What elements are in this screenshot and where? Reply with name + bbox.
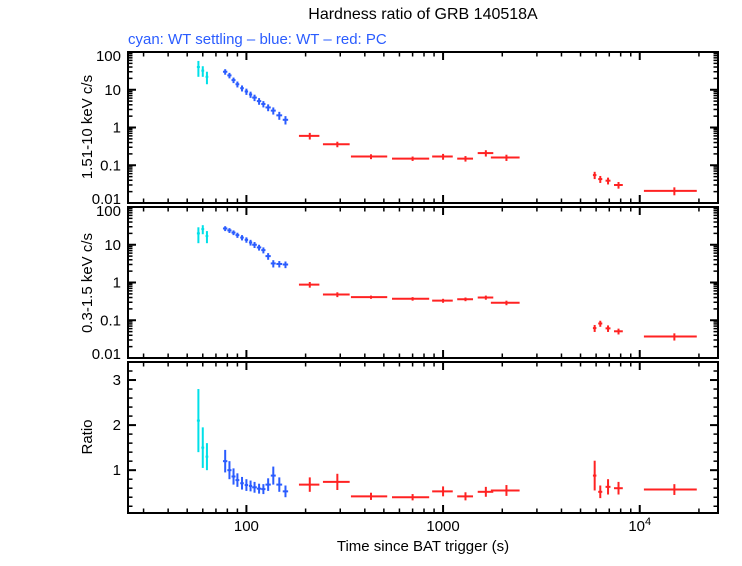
y-tick-label: 0.01 [92,191,121,208]
series-wt [222,449,289,498]
x-ticks [142,207,700,358]
y-ticks [128,206,718,359]
x-tick-label: 104 [628,516,651,535]
panel-frame [127,361,719,514]
y-tick-label: 2 [113,417,121,434]
y-tick-label: 1 [113,462,121,479]
series-pc [298,460,697,501]
x-ticks [142,52,700,203]
x-axis-label: Time since BAT trigger (s) [336,538,510,555]
panel-hard_rate: 100 10 1 0.1 0.01 [92,48,719,208]
series-wt [222,69,289,125]
y-tick-label: 3 [113,372,121,389]
y-tick-label: 100 [96,203,121,220]
y-ticks [128,370,718,507]
series-wt_settling [196,60,209,85]
series-pc [298,132,697,196]
y-tick-label: 1 [113,275,121,292]
chart-title: Hardness ratio of GRB 140518A [308,6,538,23]
y-tick-label: 10 [104,237,121,254]
y-tick-label: 1 [113,120,121,137]
series-pc [298,282,697,341]
panel-frame [127,206,719,359]
y-tick-label: 0.1 [100,157,121,174]
chart-legend-subtitle: cyan: WT settling – blue: WT – red: PC [128,31,387,48]
panel-soft_rate: 100 10 1 0.1 0.01 [92,203,719,363]
x-ticks [142,362,700,513]
y-tick-label: 0.1 [100,312,121,329]
x-tick-label: 100 [234,518,259,535]
y-tick-label: 100 [96,48,121,65]
panel-ratio: 1 2 3 100 1000 104 [113,361,719,535]
x-tick-label: 1000 [426,518,459,535]
series-wt_settling [196,225,209,244]
y-tick-label: 0.01 [92,346,121,363]
panel-frame [127,51,719,204]
y-ticks [128,51,718,204]
series-wt [222,226,289,269]
y-tick-label: 10 [104,82,121,99]
series-wt_settling [196,389,209,471]
